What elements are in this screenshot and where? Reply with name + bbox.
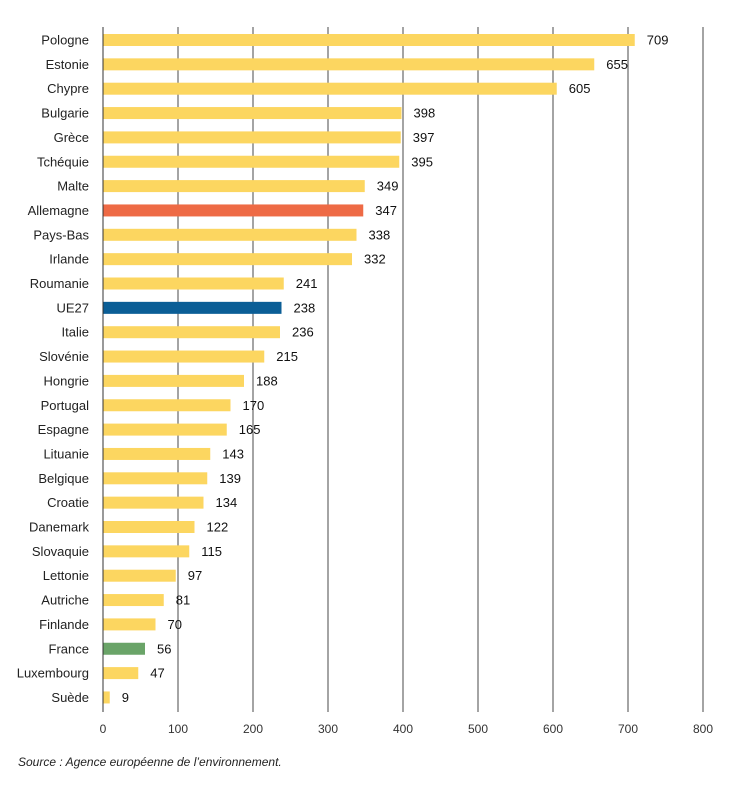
value-label: 97 xyxy=(188,568,202,583)
category-label: Finlande xyxy=(39,617,89,632)
category-label: France xyxy=(49,641,89,656)
value-label: 139 xyxy=(219,471,241,486)
category-label: Slovénie xyxy=(39,349,89,364)
value-label: 143 xyxy=(222,446,244,461)
x-tick-label: 100 xyxy=(168,722,188,736)
bar xyxy=(103,545,190,558)
bar xyxy=(103,423,227,436)
bar xyxy=(103,521,195,533)
bar xyxy=(103,131,401,144)
bar xyxy=(103,569,176,582)
value-label: 338 xyxy=(369,227,391,242)
source-note: Source : Agence européenne de l’environn… xyxy=(18,755,282,769)
bar xyxy=(103,691,110,704)
category-label: Grèce xyxy=(54,130,89,145)
category-label: Pologne xyxy=(41,33,89,48)
category-label: Tchéquie xyxy=(37,154,89,169)
bar xyxy=(103,58,595,71)
x-tick-label: 700 xyxy=(618,722,638,736)
value-label: 398 xyxy=(414,106,436,121)
category-label: Danemark xyxy=(29,520,89,535)
value-label: 170 xyxy=(243,398,265,413)
value-label: 241 xyxy=(296,276,318,291)
category-label: Roumanie xyxy=(30,276,89,291)
category-label: Chypre xyxy=(47,81,89,96)
value-label: 47 xyxy=(150,666,164,681)
bar xyxy=(103,326,280,339)
category-label: Espagne xyxy=(38,422,89,437)
bar xyxy=(103,399,231,412)
category-label: Luxembourg xyxy=(17,666,89,681)
category-label: Malte xyxy=(57,179,89,194)
value-label: 236 xyxy=(292,325,314,340)
category-label: Pays-Bas xyxy=(33,227,89,242)
bar xyxy=(103,107,402,120)
value-label: 122 xyxy=(207,520,229,535)
bar xyxy=(103,472,208,485)
bar xyxy=(103,82,557,95)
bar xyxy=(103,447,211,460)
bar xyxy=(103,667,139,680)
bar xyxy=(103,496,204,509)
value-label: 134 xyxy=(216,495,238,510)
x-tick-label: 400 xyxy=(393,722,413,736)
bar xyxy=(103,155,400,168)
x-tick-label: 500 xyxy=(468,722,488,736)
bar xyxy=(103,277,284,290)
category-label: Slovaquie xyxy=(32,544,89,559)
value-label: 655 xyxy=(606,57,628,72)
category-label: UE27 xyxy=(56,300,89,315)
category-label: Allemagne xyxy=(28,203,89,218)
value-label: 709 xyxy=(647,33,669,48)
category-label: Irlande xyxy=(49,252,89,267)
bar xyxy=(103,618,156,631)
category-label: Belgique xyxy=(38,471,89,486)
x-tick-label: 300 xyxy=(318,722,338,736)
value-label: 165 xyxy=(239,422,261,437)
bar xyxy=(103,34,635,46)
value-label: 81 xyxy=(176,593,190,608)
bar xyxy=(103,301,282,314)
value-label: 215 xyxy=(276,349,298,364)
bar xyxy=(103,228,357,241)
value-label: 605 xyxy=(569,81,591,96)
value-label: 188 xyxy=(256,373,278,388)
category-label: Hongrie xyxy=(43,373,89,388)
value-label: 70 xyxy=(168,617,182,632)
x-tick-label: 0 xyxy=(100,722,107,736)
value-label: 115 xyxy=(201,544,222,559)
bar xyxy=(103,350,265,363)
value-label: 332 xyxy=(364,252,386,267)
bar xyxy=(103,642,145,655)
category-label: Lituanie xyxy=(43,446,89,461)
value-label: 349 xyxy=(377,179,399,194)
category-label: Bulgarie xyxy=(41,106,89,121)
x-tick-label: 200 xyxy=(243,722,263,736)
x-tick-label: 600 xyxy=(543,722,563,736)
value-label: 56 xyxy=(157,641,171,656)
value-label: 9 xyxy=(122,690,129,705)
bar xyxy=(103,204,364,217)
value-label: 347 xyxy=(375,203,397,218)
category-label: Lettonie xyxy=(43,568,89,583)
category-label: Croatie xyxy=(47,495,89,510)
category-label: Estonie xyxy=(46,57,89,72)
bar xyxy=(103,594,164,607)
value-label: 395 xyxy=(411,154,433,169)
category-label: Italie xyxy=(62,325,89,340)
bar xyxy=(103,374,244,387)
category-label: Portugal xyxy=(41,398,90,413)
category-label: Autriche xyxy=(41,593,89,608)
value-label: 238 xyxy=(294,300,316,315)
bar xyxy=(103,253,352,266)
bar xyxy=(103,180,365,193)
value-label: 397 xyxy=(413,130,435,145)
x-tick-label: 800 xyxy=(693,722,713,736)
category-label: Suède xyxy=(51,690,89,705)
